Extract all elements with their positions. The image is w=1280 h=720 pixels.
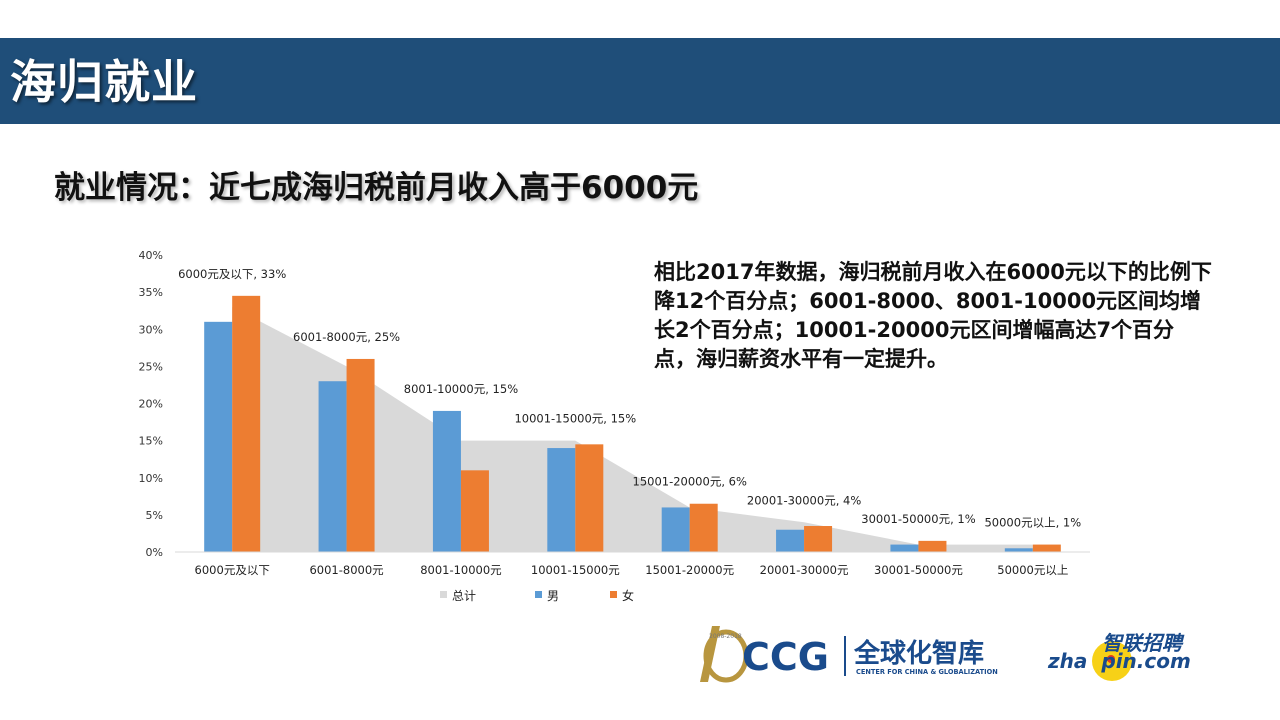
y-tick-label: 30% <box>139 323 163 336</box>
x-tick-label: 8001-10000元 <box>420 563 502 577</box>
data-label: 6001-8000元, 25% <box>293 330 400 344</box>
legend-label: 总计 <box>452 589 476 603</box>
legend-label: 男 <box>547 589 559 603</box>
ccg-wordmark: CCG <box>742 635 829 679</box>
bar-male <box>204 321 233 552</box>
slide-title: 海归就业 <box>10 55 198 109</box>
y-tick-label: 40% <box>139 249 163 262</box>
bar-male <box>547 448 576 552</box>
legend-swatch <box>535 591 542 598</box>
bar-female <box>346 358 375 552</box>
zhaopin-logo: 智联招聘 zha pin.com <box>1047 631 1191 681</box>
y-tick-label: 10% <box>139 472 163 485</box>
y-tick-label: 5% <box>146 509 163 522</box>
data-label: 30001-50000元, 1% <box>861 512 975 526</box>
bar-female <box>918 540 947 552</box>
summary-note: 相比2017年数据，海归税前月收入在6000元以下的比例下降12个百分点；600… <box>654 260 1212 371</box>
x-tick-label: 50000元以上 <box>997 563 1068 577</box>
data-label: 15001-20000元, 6% <box>633 475 747 489</box>
x-tick-label: 6001-8000元 <box>309 563 384 577</box>
data-label: 50000元以上, 1% <box>984 516 1081 530</box>
ccg-english-name: CENTER FOR CHINA & GLOBALIZATION <box>856 668 998 676</box>
bar-male <box>318 381 347 552</box>
bar-female <box>460 470 489 552</box>
zhaopin-en-part1: zha <box>1047 649 1087 673</box>
bar-female <box>232 295 261 552</box>
y-tick-label: 35% <box>139 286 163 299</box>
y-tick-label: 15% <box>139 435 163 448</box>
salary-bar-chart: 0% 5% 10% 15% 20% 25% 30% 35% 40% 6000元及以下 6001-80… <box>139 249 1090 603</box>
x-tick-label: 15001-20000元 <box>645 563 734 577</box>
legend-swatch <box>440 591 447 598</box>
legend-label: 女 <box>622 588 634 603</box>
x-tick-label: 6000元及以下 <box>195 563 270 577</box>
x-tick-label: 10001-15000元 <box>531 563 620 577</box>
slide-subtitle: 就业情况：近七成海归税前月收入高于6000元 <box>54 170 699 206</box>
bar-female <box>804 526 833 552</box>
bar-male <box>890 544 919 552</box>
ccg-logo: 2008-2018 CCG 全球化智库 CENTER FOR CHINA & G… <box>700 626 998 683</box>
data-label: 8001-10000元, 15% <box>404 382 518 396</box>
bar-male <box>776 529 805 552</box>
y-tick-label: 20% <box>139 398 163 411</box>
bar-male <box>432 410 461 552</box>
x-tick-label: 30001-50000元 <box>874 563 963 577</box>
data-label: 10001-15000元, 15% <box>514 412 636 426</box>
bar-male <box>661 507 690 552</box>
zhaopin-en-part2: pin.com <box>1100 649 1190 673</box>
bar-male <box>1004 548 1033 552</box>
bar-female <box>689 503 718 552</box>
ccg-emblem-icon: 2008-2018 <box>700 626 749 683</box>
data-label: 20001-30000元, 4% <box>747 493 861 507</box>
data-label: 6000元及以下, 33% <box>178 267 286 281</box>
zhaopin-chinese: 智联招聘 <box>1102 631 1185 655</box>
ccg-years: 2008-2018 <box>709 633 742 640</box>
y-tick-label: 25% <box>139 360 163 373</box>
area-series-total <box>232 306 1033 552</box>
legend-swatch <box>610 591 617 598</box>
x-tick-label: 20001-30000元 <box>760 563 849 577</box>
ccg-chinese-name: 全球化智库 <box>853 638 984 669</box>
bar-female <box>575 444 604 552</box>
y-tick-label: 0% <box>146 546 163 559</box>
bar-female <box>1032 544 1061 552</box>
header-band <box>0 38 1280 124</box>
